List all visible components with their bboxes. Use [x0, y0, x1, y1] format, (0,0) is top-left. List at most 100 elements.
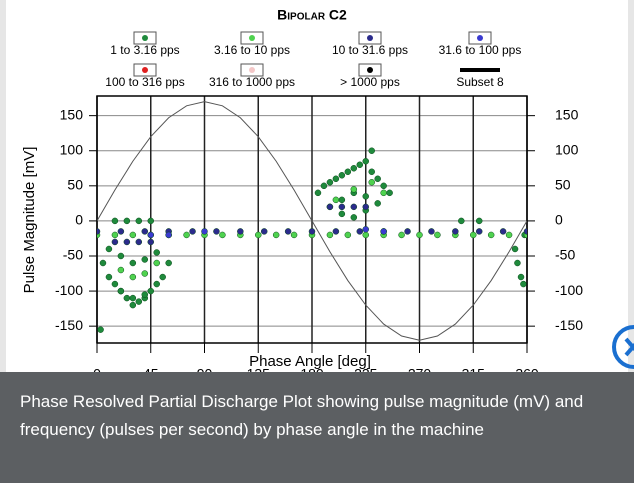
scatter-point: [350, 214, 358, 221]
x-axis-label: Phase Angle [deg]: [249, 353, 371, 370]
scatter-point: [511, 245, 519, 253]
scatter-point: [332, 196, 340, 204]
legend-dot: [142, 67, 148, 73]
legend-dot: [477, 35, 483, 41]
scatter-point: [147, 238, 154, 246]
scatter-point: [141, 256, 149, 263]
scatter-point: [416, 231, 423, 239]
y2-tick-label: 50: [555, 177, 571, 193]
scatter-point: [398, 231, 405, 239]
scatter-point: [117, 266, 125, 274]
y2-tick-label: -150: [555, 317, 583, 333]
scatter-point: [523, 228, 527, 235]
scatter-point: [147, 231, 154, 239]
scatter-point: [368, 179, 375, 186]
legend-dot: [249, 67, 255, 73]
scatter-point: [350, 165, 358, 172]
scatter-point: [505, 231, 513, 239]
scatter-point: [213, 228, 220, 235]
legend-label: > 1000 pps: [340, 75, 400, 89]
y2-tick-label: -50: [555, 247, 575, 263]
y-tick-label: 150: [60, 106, 84, 122]
scatter-point: [135, 298, 143, 305]
scatter-point: [97, 326, 104, 333]
caption: Phase Resolved Partial Discharge Plot sh…: [0, 372, 634, 483]
scatter-point: [219, 231, 226, 239]
scatter-point: [141, 228, 149, 235]
scatter-point: [97, 228, 101, 235]
scatter-point: [105, 245, 113, 253]
scatter-point: [338, 172, 346, 179]
scatter-point: [458, 217, 465, 225]
chart: Bipolar C2 Phase Angle [deg] Pulse Magni…: [6, 0, 634, 382]
scatter-point: [159, 273, 166, 281]
legend-label: Subset 8: [456, 75, 504, 89]
legend-label: 3.16 to 10 pps: [214, 43, 290, 57]
scatter-point: [332, 175, 340, 183]
scatter-point: [344, 168, 352, 176]
scatter-point: [517, 273, 525, 281]
scatter-point: [514, 259, 521, 267]
scatter-point: [189, 228, 196, 235]
scatter-point: [123, 294, 131, 302]
scatter-point: [111, 231, 119, 239]
legend-label: 316 to 1000 pps: [209, 75, 295, 89]
scatter-point: [380, 228, 387, 235]
scatter-point: [344, 231, 352, 239]
scatter-point: [368, 168, 375, 176]
scatter-point: [362, 226, 369, 233]
scatter-point: [129, 259, 137, 267]
legend-entry: 100 to 316 pps: [105, 63, 185, 89]
y-tick-label: -100: [55, 282, 83, 298]
plot-frame: [96, 95, 528, 344]
scatter-point: [475, 217, 483, 225]
legend-label: 1 to 3.16 pps: [110, 43, 179, 57]
scatter-point: [255, 231, 262, 239]
scatter-point: [183, 231, 190, 239]
scatter-point: [332, 228, 340, 235]
scatter-point: [326, 231, 334, 239]
y-axis-label: Pulse Magnitude [mV]: [21, 147, 38, 294]
legend-entry: 316 to 1000 pps: [209, 63, 295, 89]
scatter-point: [380, 189, 387, 197]
legend-entry: 1 to 3.16 pps: [110, 31, 180, 57]
scatter-point: [147, 287, 154, 295]
scatter-point: [362, 158, 369, 165]
y-tick-label: -50: [63, 247, 83, 263]
scatter-point: [111, 238, 119, 246]
legend-entry: 31.6 to 100 pps: [439, 31, 521, 57]
scatter-point: [123, 238, 131, 246]
scatter-point: [105, 273, 113, 281]
legend-dot: [367, 35, 373, 41]
legend-entry: 3.16 to 10 pps: [214, 31, 290, 57]
scatter-point: [117, 287, 125, 295]
scatter-point: [362, 193, 369, 200]
scatter-point: [404, 228, 411, 235]
legend-line: [460, 68, 500, 72]
scatter-point: [135, 238, 143, 246]
legend-label: 100 to 316 pps: [105, 75, 184, 89]
scatter-point: [129, 231, 137, 239]
y-tick-label: 0: [75, 212, 83, 228]
legend-dot: [367, 67, 373, 73]
scatter-point: [141, 291, 149, 298]
scatter-point: [356, 228, 364, 235]
scatter-point: [165, 231, 172, 239]
scatter-point: [129, 301, 137, 309]
scatter-point: [153, 259, 160, 267]
scatter-point: [153, 280, 160, 288]
nav-icon-x: [624, 337, 634, 357]
nav-icon[interactable]: [612, 325, 634, 369]
scatter-point: [308, 228, 316, 235]
scatter-point: [237, 228, 244, 235]
scatter-point: [111, 217, 119, 225]
scatter-point: [452, 228, 459, 235]
scatter-point: [320, 182, 328, 190]
legend-entry: Subset 8: [456, 68, 504, 89]
legend-entry: 10 to 31.6 pps: [332, 31, 408, 57]
scatter-point: [129, 273, 137, 281]
chart-title: Bipolar C2: [277, 7, 347, 23]
scatter-point: [272, 231, 280, 239]
scatter-point: [338, 210, 346, 218]
